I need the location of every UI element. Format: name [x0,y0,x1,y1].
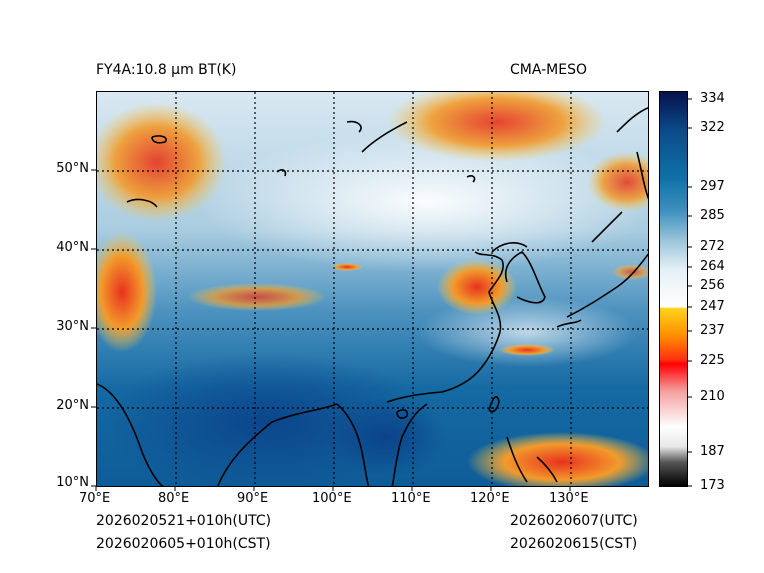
myanmar-coast [336,403,370,486]
lon-label-80: 80°E [158,491,190,506]
cold-cloud-tibet [187,283,327,311]
lake-small-2 [466,175,476,183]
colorbar-label-272: 272 [700,239,725,254]
map-title: FY4A:10.8 µm BT(K) [96,62,237,78]
lat-label-40: 40°N [56,240,89,255]
valid-time-cst: 2026020615(CST) [510,536,638,552]
cold-cloud-small [331,263,363,271]
colorbar-label-285: 285 [700,208,725,223]
lon-label-130: 130°E [549,491,589,506]
taiwan [488,395,500,413]
lat-label-30: 30°N [56,319,89,334]
init-time-utc: 2026020521+010h(UTC) [96,513,272,529]
lat-label-20: 20°N [56,398,89,413]
lon-label-70: 70°E [79,491,111,506]
lat-tick-marks [91,169,96,487]
colorbar-label-210: 210 [700,389,725,404]
model-name: CMA-MESO [510,62,588,78]
lon-label-100: 100°E [312,491,352,506]
colorbar-label-322: 322 [700,120,725,135]
colorbar-label-264: 264 [700,259,725,274]
colorbar-gradient [660,92,687,486]
lake-balkhash [151,135,167,144]
cold-cloud-northwest [97,102,227,222]
sakhalin [636,151,648,200]
coastlines [97,107,648,486]
colorbar-tick-marks [687,98,692,487]
lat-label-50: 50°N [56,161,89,176]
colorbar-label-173: 173 [700,478,725,493]
russia-coast [616,107,648,133]
lon-tick-marks [95,486,571,491]
cold-cloud-northeast [587,152,648,212]
japan-hokkaido [591,211,623,243]
cold-cloud-japan [612,264,648,280]
warm-region-indochina [327,397,447,477]
indochina-coast [391,403,428,486]
lake-baikal-south [346,120,362,133]
cold-cloud-shandong [437,259,517,315]
china-east-coast [386,251,504,403]
cloud-band-north [197,132,648,272]
philippines-luzon [506,436,528,483]
lake-baikal [361,121,408,153]
colorbar-label-225: 225 [700,353,725,368]
bohai-coast [491,242,528,253]
cold-cloud-east-sea [499,344,555,356]
lon-label-110: 110°E [391,491,431,506]
cold-cloud-west [97,232,157,352]
colorbar-label-334: 334 [700,91,725,106]
valid-time-utc: 2026020607(UTC) [510,513,638,529]
hainan [396,409,409,419]
philippines-south [536,456,558,483]
cold-cloud-mongolia [387,92,607,162]
brightness-temperature-image [97,92,648,486]
graticule [97,92,648,486]
colorbar [659,91,688,487]
colorbar-label-247: 247 [700,299,725,314]
colorbar-label-256: 256 [700,278,725,293]
cold-cloud-philippines [467,432,648,486]
india-east-coast [216,403,338,486]
korea-peninsula [504,251,546,304]
satellite-map [96,91,649,487]
lat-label-10: 10°N [56,475,89,490]
colorbar-label-237: 237 [700,323,725,338]
japan-honshu [566,253,648,318]
lon-label-90: 90°E [237,491,269,506]
init-time-cst: 2026020605+010h(CST) [96,536,271,552]
lake-northwest [126,198,158,208]
colorbar-label-187: 187 [700,444,725,459]
lon-label-120: 120°E [470,491,510,506]
colorbar-label-297: 297 [700,179,725,194]
india-west-coast [97,383,165,486]
